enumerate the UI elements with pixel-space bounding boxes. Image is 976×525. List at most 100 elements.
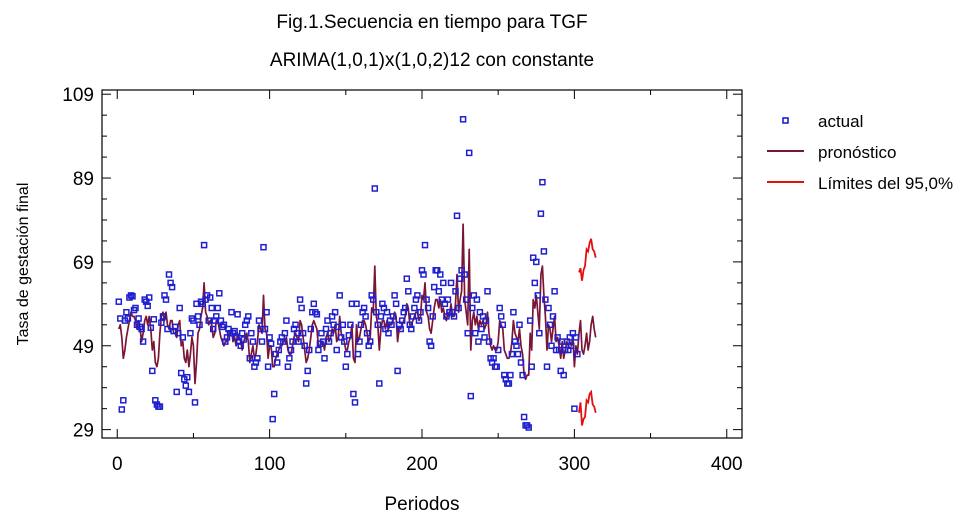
actual-point: [437, 271, 444, 278]
actual-point: [115, 298, 123, 305]
actual-point: [313, 311, 321, 318]
actual-point: [315, 346, 322, 354]
actual-point: [208, 304, 215, 312]
actual-point: [225, 325, 232, 333]
actual-point: [461, 271, 468, 278]
actual-point: [574, 350, 581, 358]
actual-point: [444, 296, 452, 303]
actual-point: [427, 342, 435, 350]
actual-point: [174, 329, 182, 337]
actual-point: [200, 241, 208, 249]
actual-point: [150, 316, 158, 323]
actual-point: [406, 321, 414, 329]
chart-subtitle: ARIMA(1,0,1)x(1,0,2)12 con constante: [270, 50, 594, 71]
actual-point: [368, 292, 375, 299]
actual-point: [341, 338, 348, 345]
actual-point: [467, 392, 475, 400]
actual-point: [350, 390, 357, 398]
actual-point: [222, 338, 229, 345]
actual-point: [248, 329, 255, 337]
actual-point: [501, 371, 508, 379]
actual-point: [417, 308, 424, 316]
actual-point: [391, 292, 398, 299]
actual-point: [206, 294, 214, 301]
actual-point: [284, 363, 292, 370]
actual-point: [560, 371, 567, 379]
actual-point: [572, 334, 580, 341]
actual-point: [394, 367, 401, 375]
actual-point: [167, 279, 174, 287]
actual-point: [366, 338, 374, 345]
actual-point: [283, 317, 290, 324]
limit-line-lower: [578, 389, 597, 426]
actual-point: [455, 304, 462, 312]
actual-point: [568, 342, 575, 350]
actual-point: [182, 382, 190, 389]
actual-point: [190, 317, 197, 324]
actual-point: [231, 327, 238, 335]
actual-point: [149, 367, 156, 375]
actual-point: [356, 338, 363, 345]
actual-point: [418, 267, 426, 274]
actual-point: [145, 294, 153, 301]
actual-point: [424, 304, 432, 312]
actual-point: [118, 406, 126, 413]
actual-point: [369, 296, 377, 303]
actual-point: [426, 338, 433, 345]
actual-point: [344, 350, 351, 358]
legend-label-actual: actual: [818, 112, 863, 131]
actual-point: [411, 304, 418, 312]
actual-point: [266, 334, 273, 341]
actual-point: [539, 178, 546, 186]
y-tick-label: 109: [62, 85, 94, 106]
actual-point: [519, 371, 526, 379]
actual-point: [260, 243, 267, 251]
actual-point: [211, 317, 219, 324]
actual-point: [462, 296, 470, 303]
actual-point: [389, 313, 397, 320]
actual-point: [161, 292, 168, 299]
actual-point: [293, 329, 301, 337]
forecast-line: [117, 223, 597, 385]
actual-point: [473, 296, 481, 303]
actual-point: [162, 296, 170, 303]
actual-point: [456, 275, 464, 282]
actual-point: [237, 342, 244, 350]
actual-point: [397, 325, 404, 333]
actual-point: [383, 308, 391, 316]
actual-point: [124, 315, 132, 322]
actual-point: [423, 296, 430, 303]
actual-point: [127, 292, 135, 299]
actual-point: [493, 363, 500, 370]
actual-point: [164, 325, 171, 333]
actual-point: [374, 321, 382, 329]
actual-point: [534, 292, 542, 299]
actual-point: [327, 329, 334, 337]
actual-point: [513, 342, 520, 350]
axis-ticks: 0 100 200 300 400 29 49 69 89 109: [62, 85, 742, 475]
legend-label-forecast: pronóstico: [818, 143, 896, 162]
actual-point: [238, 329, 246, 337]
actual-point: [510, 308, 517, 316]
actual-point: [289, 338, 296, 345]
actual-point: [376, 380, 383, 387]
actual-point: [398, 317, 406, 324]
actual-point: [517, 359, 525, 366]
actual-point: [551, 288, 558, 295]
actual-point: [571, 405, 578, 412]
actual-point: [325, 338, 333, 345]
actual-point: [273, 359, 281, 366]
actual-point: [514, 350, 522, 358]
actual-point: [414, 292, 421, 299]
actual-point: [241, 321, 249, 329]
actual-point: [254, 355, 261, 362]
actual-point: [342, 363, 350, 370]
actual-point: [511, 338, 519, 345]
actual-point: [307, 325, 315, 333]
actual-point: [497, 313, 505, 320]
actual-point: [388, 321, 395, 329]
actual-point: [179, 334, 187, 341]
actual-point: [392, 300, 400, 308]
x-tick-label: 400: [711, 454, 743, 475]
